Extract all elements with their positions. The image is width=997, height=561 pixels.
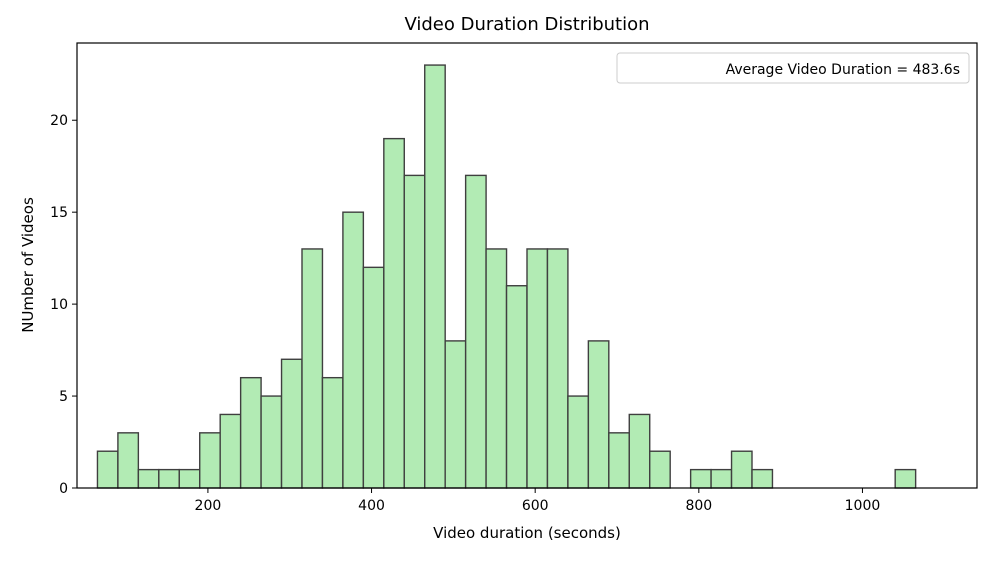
histogram-bar-0 [96,450,119,489]
histogram-bar-2 [137,468,160,489]
histogram-bar-17 [444,340,467,489]
histogram-bar-12 [342,211,365,489]
histogram-bar-27 [649,450,671,489]
y-tick-label-5: 5 [59,389,68,405]
histogram-bar-24 [587,340,610,489]
histogram-bar-14 [383,137,405,489]
histogram-bar-25 [608,432,630,489]
histogram-bar-15 [403,174,426,489]
histogram-bar-8 [260,395,283,489]
histogram-bar-23 [567,395,590,489]
histogram-bar-26 [628,413,651,489]
histogram-bar-32 [751,468,774,489]
histogram-bar-21 [526,248,549,489]
x-tick-label-600: 600 [522,498,549,514]
bars-group [96,64,917,489]
histogram-bar-29 [689,468,712,489]
x-axis-ticks: 200 400 600 800 1000 [195,488,881,514]
histogram-bar-19 [485,248,508,489]
y-tick-label-10: 10 [50,297,68,313]
histogram-bar-1 [117,432,140,489]
y-axis-label: NUmber of Videos [19,197,37,333]
histogram-bar-7 [239,376,262,489]
histogram-bar-11 [321,376,344,489]
legend: Average Video Duration = 483.6s [616,52,970,84]
histogram-bar-16 [424,64,446,489]
x-tick-label-1000: 1000 [845,498,881,514]
histogram-bar-5 [199,432,221,489]
y-axis-ticks: 0 5 10 15 20 [50,113,77,497]
histogram-bar-10 [301,248,324,489]
histogram-bar-22 [546,248,569,489]
histogram-bar-20 [505,285,528,489]
histogram-bar-13 [362,266,385,489]
y-tick-label-0: 0 [59,481,68,497]
x-axis-label: Video duration (seconds) [433,524,621,542]
x-tick-label-800: 800 [685,498,712,514]
y-tick-label-15: 15 [50,205,68,221]
histogram-bar-31 [730,450,753,489]
x-tick-label-400: 400 [358,498,385,514]
histogram-bar-3 [158,468,180,489]
histogram-bar-18 [464,174,487,489]
histogram-bar-6 [219,413,242,489]
histogram-bar-4 [178,468,201,489]
histogram-bar-30 [710,468,733,489]
x-tick-label-200: 200 [195,498,222,514]
legend-entry-average-duration: Average Video Duration = 483.6s [726,62,960,78]
chart-title: Video Duration Distribution [404,14,649,35]
histogram-bar-39 [894,468,917,489]
y-tick-label-20: 20 [50,113,68,129]
plot-frame [76,42,978,489]
histogram-bar-9 [280,358,303,489]
legend-box [616,52,970,84]
